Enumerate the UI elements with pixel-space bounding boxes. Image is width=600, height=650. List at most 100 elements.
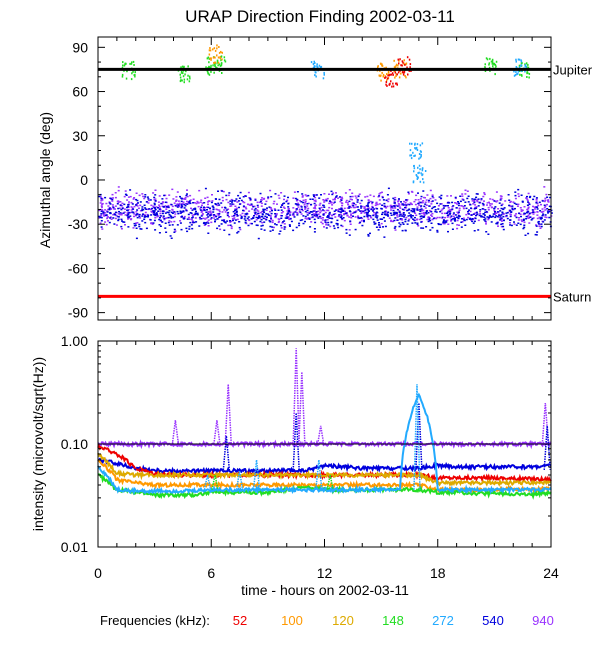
azimuth-point-540 <box>131 203 134 205</box>
azimuth-point-540 <box>138 215 141 218</box>
azimuth-point-540 <box>371 206 374 209</box>
azimuth-point-540 <box>150 214 153 216</box>
azimuth-point-940 <box>150 204 153 207</box>
azimuth-point-940 <box>486 204 488 206</box>
azimuth-point-540 <box>240 216 243 219</box>
intensity-spike <box>171 420 180 445</box>
reference-label-saturn: Saturn <box>553 289 591 304</box>
azimuth-point-940 <box>431 218 434 221</box>
azimuth-point-940 <box>139 217 142 219</box>
azimuth-point-540 <box>186 230 189 233</box>
azimuth-point-940 <box>216 213 219 215</box>
azimuth-point-940 <box>260 202 263 205</box>
azimuth-point-272 <box>420 155 422 158</box>
azimuth-point-540 <box>218 204 221 206</box>
azimuth-point-940 <box>446 195 449 197</box>
azimuth-point-540 <box>376 208 379 210</box>
azimuth-point-148 <box>124 62 126 65</box>
azimuth-point-540 <box>214 198 217 200</box>
azimuth-point-540 <box>266 207 268 209</box>
azimuth-point-540 <box>394 217 397 219</box>
azimuth-point-540 <box>423 216 426 218</box>
azimuth-point-540 <box>485 211 488 213</box>
azimuth-point-940 <box>520 219 523 221</box>
azimuth-point-940 <box>367 207 370 209</box>
azimuth-point-540 <box>304 220 306 223</box>
azimuth-point-940 <box>174 213 177 215</box>
azimuth-point-540 <box>166 211 169 213</box>
azimuth-point-940 <box>347 203 350 206</box>
azimuth-point-540 <box>274 215 277 217</box>
azimuth-point-540 <box>254 207 257 210</box>
azimuth-point-100 <box>387 71 390 74</box>
azimuth-point-940 <box>535 224 537 226</box>
azimuth-point-540 <box>396 205 399 207</box>
azimuth-point-148 <box>210 70 212 73</box>
azimuth-point-940 <box>274 216 277 219</box>
azimuth-point-540 <box>458 202 460 205</box>
azimuth-point-272 <box>317 66 319 69</box>
azimuth-point-540 <box>495 215 498 217</box>
azimuth-point-540 <box>141 208 144 210</box>
azimuth-point-540 <box>260 228 263 230</box>
azimuth-point-540 <box>288 224 291 226</box>
azimuth-point-148 <box>528 72 531 75</box>
azimuth-point-940 <box>314 196 317 199</box>
azimuth-point-540 <box>404 229 407 232</box>
azimuth-point-940 <box>349 206 352 209</box>
azimuth-point-940 <box>270 208 273 211</box>
azimuth-point-540 <box>471 220 474 223</box>
azimuth-point-940 <box>277 218 280 220</box>
azimuth-point-540 <box>537 223 540 225</box>
azimuth-point-540 <box>430 222 433 224</box>
azimuth-point-100 <box>403 59 405 62</box>
azimuth-point-940 <box>543 186 546 188</box>
azimuth-point-100 <box>381 71 383 74</box>
azimuth-point-540 <box>499 219 502 221</box>
azimuth-point-940 <box>474 204 477 206</box>
azimuth-point-540 <box>394 213 396 215</box>
azimuth-point-540 <box>340 208 343 211</box>
azimuth-point-940 <box>541 211 544 213</box>
azimuth-point-100 <box>221 58 223 61</box>
azimuth-point-540 <box>525 218 528 220</box>
azimuth-point-540 <box>420 205 423 207</box>
azimuth-point-940 <box>482 204 485 207</box>
azimuth-point-540 <box>274 223 276 225</box>
azimuth-point-540 <box>419 210 422 213</box>
azimuth-point-540 <box>478 214 481 217</box>
azimuth-point-940 <box>530 212 533 214</box>
azimuth-point-540 <box>525 212 528 214</box>
azimuth-point-148 <box>526 72 529 74</box>
azimuth-point-940 <box>498 213 500 216</box>
azimuth-point-540 <box>196 213 199 216</box>
azimuth-point-540 <box>245 212 248 215</box>
azimuth-point-940 <box>346 214 349 217</box>
azimuth-point-940 <box>129 195 132 198</box>
azimuth-point-540 <box>141 209 144 212</box>
azimuth-point-540 <box>171 224 174 226</box>
azimuth-point-940 <box>106 217 109 220</box>
azimuth-point-540 <box>392 213 395 216</box>
azimuth-point-540 <box>123 221 126 223</box>
azimuth-point-540 <box>121 207 124 210</box>
azimuth-point-272 <box>313 66 315 69</box>
azimuth-point-148 <box>526 76 528 78</box>
azimuth-point-100 <box>394 76 396 79</box>
azimuth-point-940 <box>544 199 547 201</box>
azimuth-point-540 <box>447 230 449 233</box>
azimuth-point-540 <box>424 203 427 205</box>
azimuth-point-940 <box>540 203 542 206</box>
azimuth-point-940 <box>230 205 233 207</box>
azimuth-point-940 <box>372 195 375 198</box>
azimuth-point-540 <box>225 209 228 211</box>
azimuth-point-540 <box>480 215 483 218</box>
azimuth-point-540 <box>469 217 472 220</box>
azimuth-point-540 <box>170 203 173 206</box>
azimuth-point-940 <box>394 196 397 199</box>
azimuth-point-540 <box>514 191 517 193</box>
azimuth-point-540 <box>333 210 336 212</box>
azimuth-point-940 <box>260 205 263 207</box>
top-plot-frame <box>97 36 552 321</box>
azimuth-point-540 <box>203 209 206 212</box>
